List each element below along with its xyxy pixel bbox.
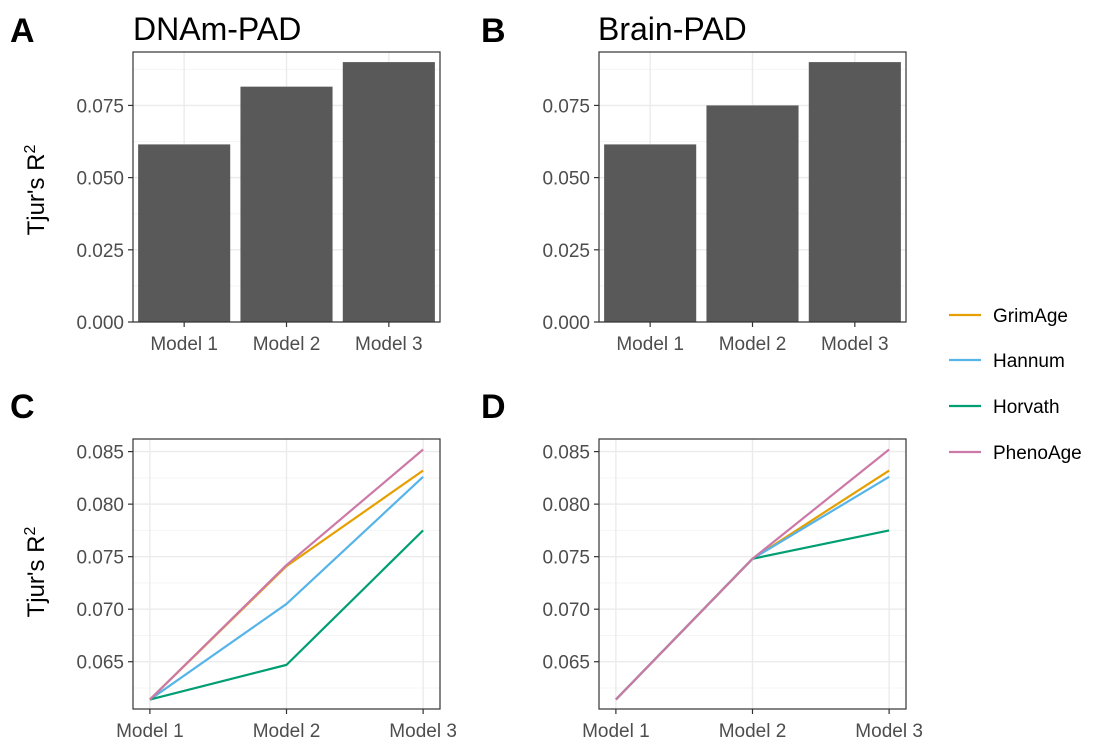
y-tick-label: 0.075 xyxy=(542,96,590,117)
x-tick-label: Model 1 xyxy=(116,721,184,740)
x-tick-label: Model 2 xyxy=(719,721,787,740)
y-tick-label: 0.075 xyxy=(76,96,124,117)
panel-title-b: Brain-PAD xyxy=(598,11,747,47)
x-tick-label: Model 3 xyxy=(821,334,889,355)
y-tick-label: 0.065 xyxy=(542,653,590,674)
y-tick-label: 0.085 xyxy=(76,443,124,464)
panel-a: 0.000 0.025 0.050 0.075 Model 1 Model 2 Model … xyxy=(76,51,441,355)
y-tick-label: 0.025 xyxy=(76,241,124,262)
x-tick-label: Model 1 xyxy=(582,721,650,740)
y-axis-title-c: Tjur's R2 xyxy=(22,526,50,617)
panel-letter-d: D xyxy=(481,388,506,426)
y-tick-label: 0.075 xyxy=(542,548,590,569)
series-line-hannum xyxy=(149,476,424,701)
y-tick-label: 0.000 xyxy=(542,313,590,334)
panel-c: 0.065 0.070 0.075 0.080 0.085 Model 1 Model 2 M… xyxy=(76,438,457,740)
x-tick-label: Model 1 xyxy=(616,334,684,355)
legend-label-grimage: GrimAge xyxy=(993,306,1068,327)
panel-b: 0.000 0.025 0.050 0.075 Model 1 Model 2 Model … xyxy=(542,51,907,355)
panel-letter-c: C xyxy=(10,388,35,426)
x-tick-label: Model 3 xyxy=(855,721,923,740)
y-tick-label: 0.070 xyxy=(542,600,590,621)
bar-model-2 xyxy=(706,105,799,323)
y-tick-label: 0.050 xyxy=(76,169,124,190)
y-tick-label: 0.080 xyxy=(542,495,590,516)
panel-letter-b: B xyxy=(481,12,506,50)
y-tick-label: 0.025 xyxy=(542,241,590,262)
legend-label-phenoage: PhenoAge xyxy=(993,443,1082,464)
x-tick-label: Model 2 xyxy=(253,334,321,355)
panel-letter-a: A xyxy=(10,12,35,50)
series-line-phenoage xyxy=(615,448,890,701)
y-tick-label: 0.065 xyxy=(76,653,124,674)
series-line-horvath xyxy=(149,529,424,701)
y-tick-label: 0.080 xyxy=(76,495,124,516)
bar-model-2 xyxy=(240,86,333,322)
legend-label-hannum: Hannum xyxy=(993,351,1065,372)
legend-label-horvath: Horvath xyxy=(993,397,1060,418)
x-tick-label: Model 3 xyxy=(389,721,457,740)
x-tick-label: Model 2 xyxy=(719,334,787,355)
y-tick-label: 0.070 xyxy=(76,600,124,621)
x-tick-label: Model 3 xyxy=(355,334,423,355)
panel-d: 0.065 0.070 0.075 0.080 0.085 Model 1 Model 2 M… xyxy=(542,438,923,740)
panel-title-a: DNAm-PAD xyxy=(133,11,301,47)
x-tick-label: Model 2 xyxy=(253,721,321,740)
y-axis-title-a: Tjur's R2 xyxy=(22,144,50,235)
y-tick-label: 0.000 xyxy=(76,313,124,334)
y-tick-label: 0.075 xyxy=(76,548,124,569)
y-tick-label: 0.085 xyxy=(542,443,590,464)
bar-model-3 xyxy=(342,62,435,322)
legend: GrimAge Hannum Horvath PhenoAge xyxy=(949,306,1082,464)
bar-model-1 xyxy=(138,144,231,322)
bar-model-1 xyxy=(604,144,697,322)
series-line-phenoage xyxy=(149,448,424,701)
bar-model-3 xyxy=(808,62,901,322)
x-tick-label: Model 1 xyxy=(150,334,218,355)
y-tick-label: 0.050 xyxy=(542,169,590,190)
